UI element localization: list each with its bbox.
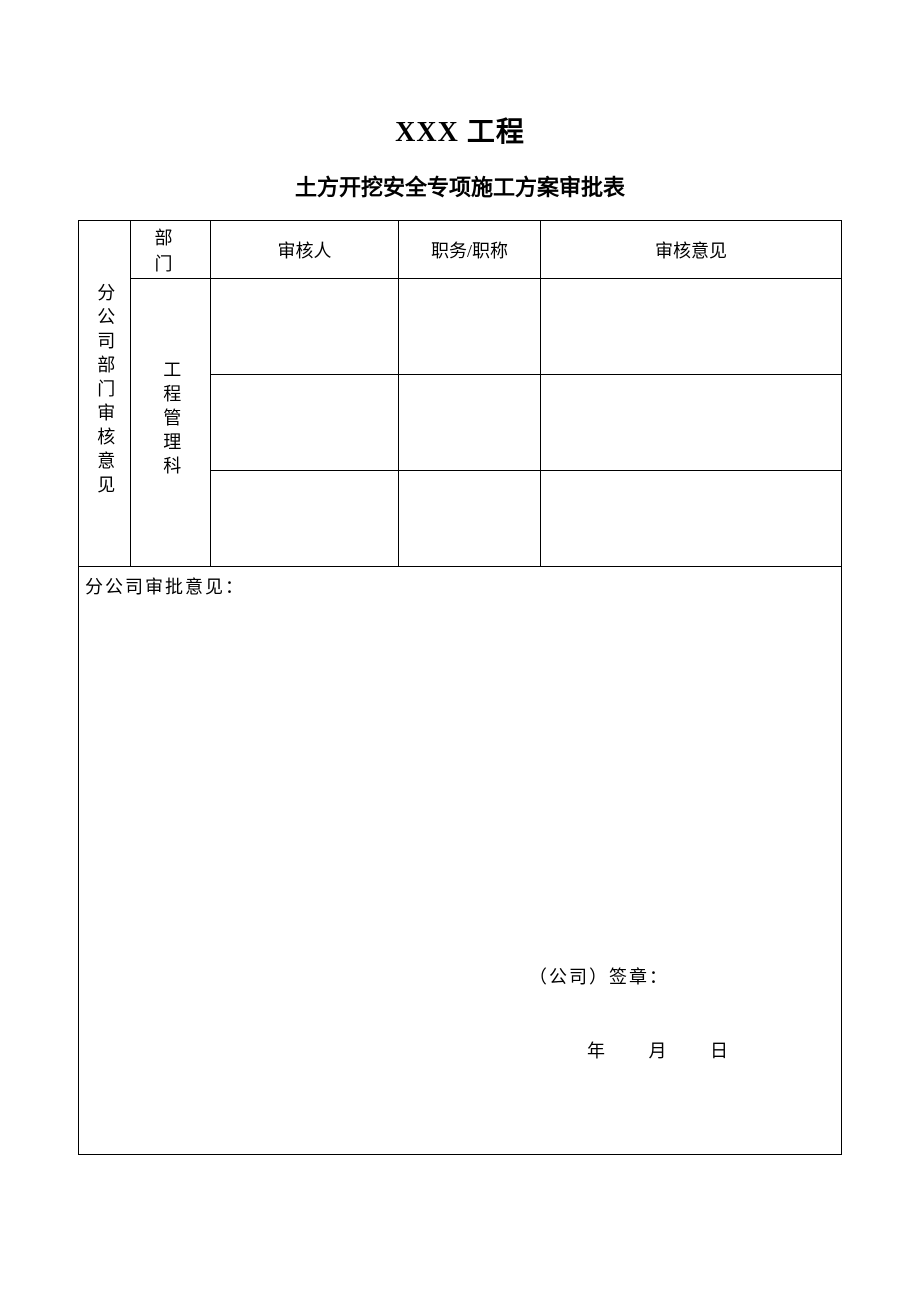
header-position: 职务/职称 bbox=[399, 221, 541, 279]
opinion-cell[interactable] bbox=[541, 471, 842, 567]
sub-title: 土方开挖安全专项施工方案审批表 bbox=[78, 170, 842, 202]
approval-section-cell[interactable]: 分公司审批意见： （公司）签章： 年 月 日 bbox=[79, 567, 842, 1155]
reviewer-cell[interactable] bbox=[211, 471, 399, 567]
opinion-cell[interactable] bbox=[541, 375, 842, 471]
header-reviewer: 审核人 bbox=[211, 221, 399, 279]
department-name-cell: 工程管理科 bbox=[131, 279, 211, 567]
opinion-cell[interactable] bbox=[541, 279, 842, 375]
main-title: XXX 工程 bbox=[78, 110, 842, 150]
section-label: 分公司部门审核意见 bbox=[94, 283, 116, 499]
table-header-row: 分公司部门审核意见 部 门 审核人 职务/职称 审核意见 bbox=[79, 221, 842, 279]
approval-form-table: 分公司部门审核意见 部 门 审核人 职务/职称 审核意见 工程管理科 bbox=[78, 220, 842, 1155]
reviewer-cell[interactable] bbox=[211, 279, 399, 375]
approval-label: 分公司审批意见： bbox=[85, 573, 245, 599]
department-name: 工程管理科 bbox=[160, 360, 182, 480]
header-department: 部 门 bbox=[131, 221, 211, 279]
position-cell[interactable] bbox=[399, 279, 541, 375]
section-label-cell: 分公司部门审核意见 bbox=[79, 221, 131, 567]
position-cell[interactable] bbox=[399, 375, 541, 471]
table-row: 工程管理科 bbox=[79, 279, 842, 375]
date-line: 年 月 日 bbox=[587, 1037, 729, 1063]
document-page: XXX 工程 土方开挖安全专项施工方案审批表 分公司部门审核意见 部 门 审核人… bbox=[0, 0, 920, 1155]
approval-row: 分公司审批意见： （公司）签章： 年 月 日 bbox=[79, 567, 842, 1155]
header-opinion: 审核意见 bbox=[541, 221, 842, 279]
position-cell[interactable] bbox=[399, 471, 541, 567]
reviewer-cell[interactable] bbox=[211, 375, 399, 471]
signature-label: （公司）签章： bbox=[529, 963, 669, 989]
